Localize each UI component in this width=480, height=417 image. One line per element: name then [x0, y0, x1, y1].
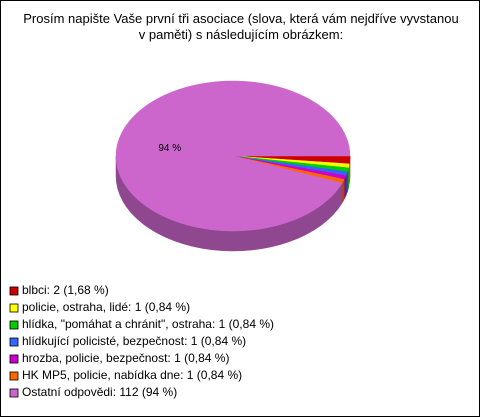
slice	[115, 80, 351, 232]
data-label: 94 %	[158, 143, 181, 154]
legend-label: hlídka, "pomáhat a chránit", ostraha: 1 …	[22, 317, 274, 331]
legend-swatch	[9, 354, 19, 364]
legend-label: hlídkující policisté, bezpečnost: 1 (0,8…	[22, 334, 246, 348]
legend-label: Ostatní odpovědi: 112 (94 %)	[22, 385, 177, 399]
legend-swatch	[9, 320, 19, 330]
legend-label: hrozba, policie, bezpečnost: 1 (0,84 %)	[22, 351, 229, 365]
chart-title: Prosím napište Vaše první tři asociace (…	[23, 11, 459, 42]
legend-label: HK MP5, policie, nabídka dne: 1 (0,84 %)	[22, 368, 242, 382]
legend-swatch	[9, 337, 19, 347]
legend-swatch	[9, 388, 19, 398]
legend-label: policie, ostraha, lidé: 1 (0,84 %)	[22, 300, 190, 314]
legend-swatch	[9, 371, 19, 381]
legend-swatch	[9, 303, 19, 313]
legend-swatch	[9, 286, 19, 296]
legend-label: blbci: 2 (1,68 %)	[22, 283, 109, 297]
